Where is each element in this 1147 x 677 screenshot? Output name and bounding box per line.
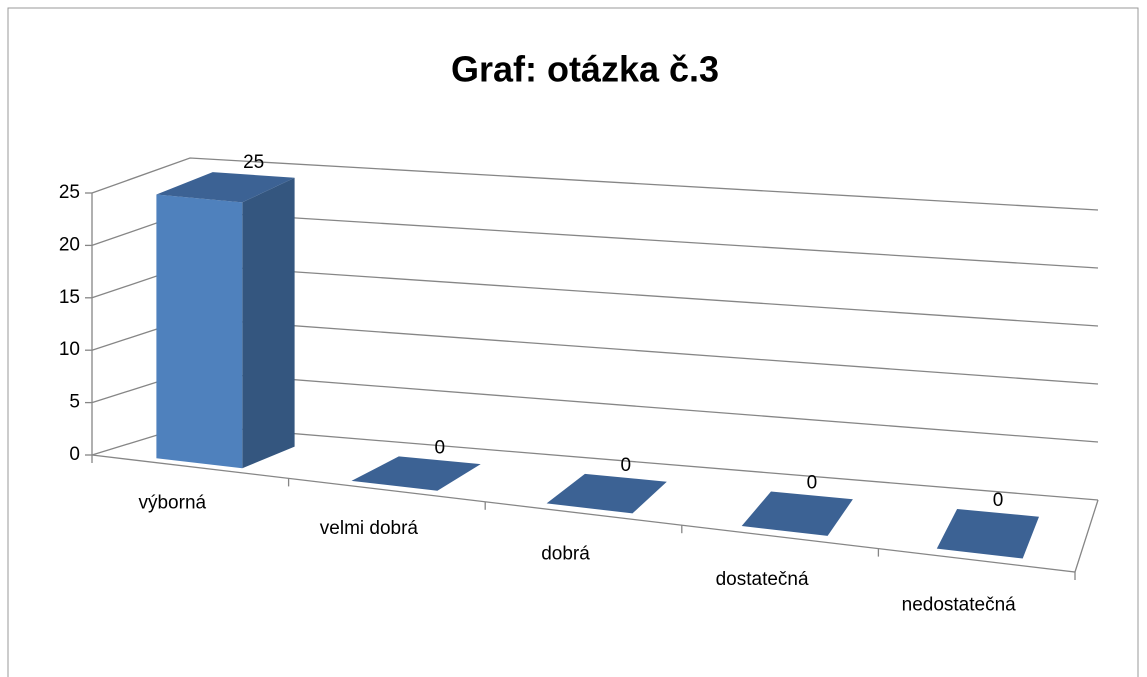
bar-top: [741, 491, 853, 536]
bar-front: [156, 194, 243, 469]
data-label: 0: [807, 472, 818, 493]
x-tick-label: nedostatečná: [902, 594, 1017, 615]
y-tick-label: 5: [69, 392, 80, 413]
y-tick-label: 25: [59, 182, 80, 203]
grid-line: [91, 157, 1099, 211]
data-label: 0: [621, 455, 632, 476]
bar-top: [936, 509, 1039, 559]
chart-title: Graf: otázka č.3: [451, 49, 719, 90]
bar-top: [546, 473, 667, 514]
data-label: 0: [993, 490, 1004, 511]
bar-top: [351, 456, 481, 491]
data-label: 25: [243, 152, 264, 173]
x-tick-label: velmi dobrá: [320, 518, 419, 539]
bar-side: [242, 177, 295, 469]
y-tick-label: 0: [69, 444, 80, 465]
y-tick-label: 20: [59, 234, 80, 255]
x-tick-label: dostatečná: [716, 569, 809, 590]
y-tick-label: 10: [59, 339, 80, 360]
x-tick-label: dobrá: [541, 544, 590, 565]
data-label: 0: [434, 437, 445, 458]
y-tick-label: 15: [59, 287, 80, 308]
x-tick-label: výborná: [138, 493, 206, 514]
bar-top: [156, 172, 295, 203]
